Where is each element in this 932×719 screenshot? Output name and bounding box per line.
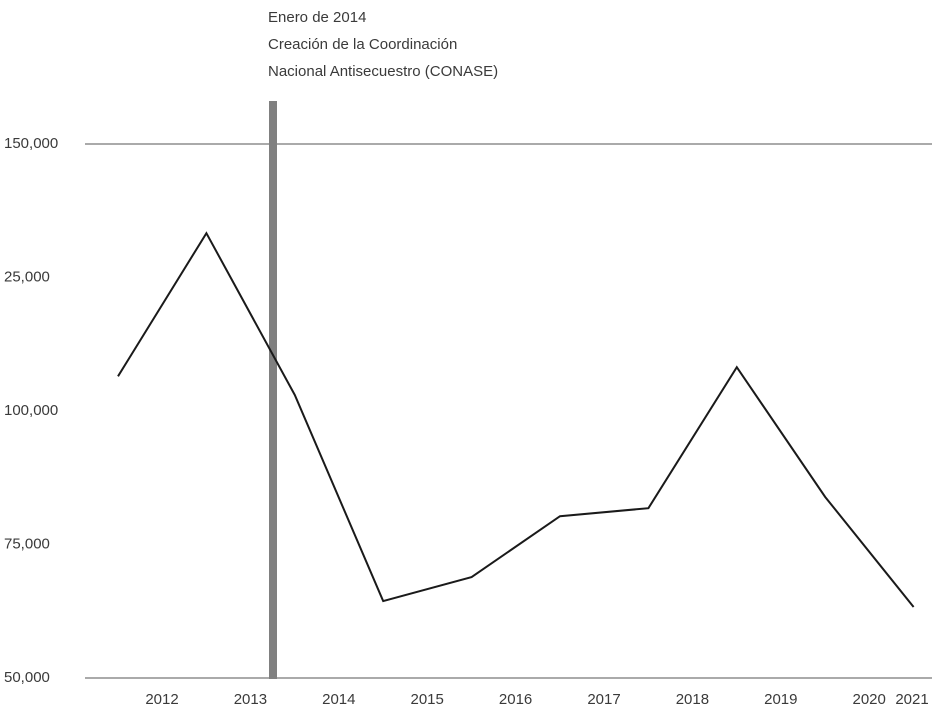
- x-tick-label: 2012: [145, 691, 178, 708]
- y-tick-label: 100,000: [4, 402, 58, 419]
- y-tick-label: 50,000: [4, 669, 50, 686]
- annotation: Nacional Antisecuestro (CONASE): [268, 63, 498, 80]
- y-tick-label: 75,000: [4, 535, 50, 552]
- x-tick-label: 2018: [676, 691, 709, 708]
- event-bar: [269, 101, 277, 679]
- x-tick-label: 2013: [234, 691, 267, 708]
- annotation: Creación de la Coordinación: [268, 36, 457, 53]
- y-tick-label: 150,000: [4, 135, 58, 152]
- y-tick-label: 25,000: [4, 268, 50, 285]
- x-tick-label: 2019: [764, 691, 797, 708]
- x-tick-label: 2017: [587, 691, 620, 708]
- data-line: [117, 231, 915, 608]
- x-tick-label: 2021: [895, 691, 928, 708]
- x-tick-label: 2016: [499, 691, 532, 708]
- x-tick-label: 2015: [411, 691, 444, 708]
- x-tick-label: 2020: [853, 691, 886, 708]
- annotation: Enero de 2014: [268, 9, 366, 26]
- x-tick-label: 2014: [322, 691, 355, 708]
